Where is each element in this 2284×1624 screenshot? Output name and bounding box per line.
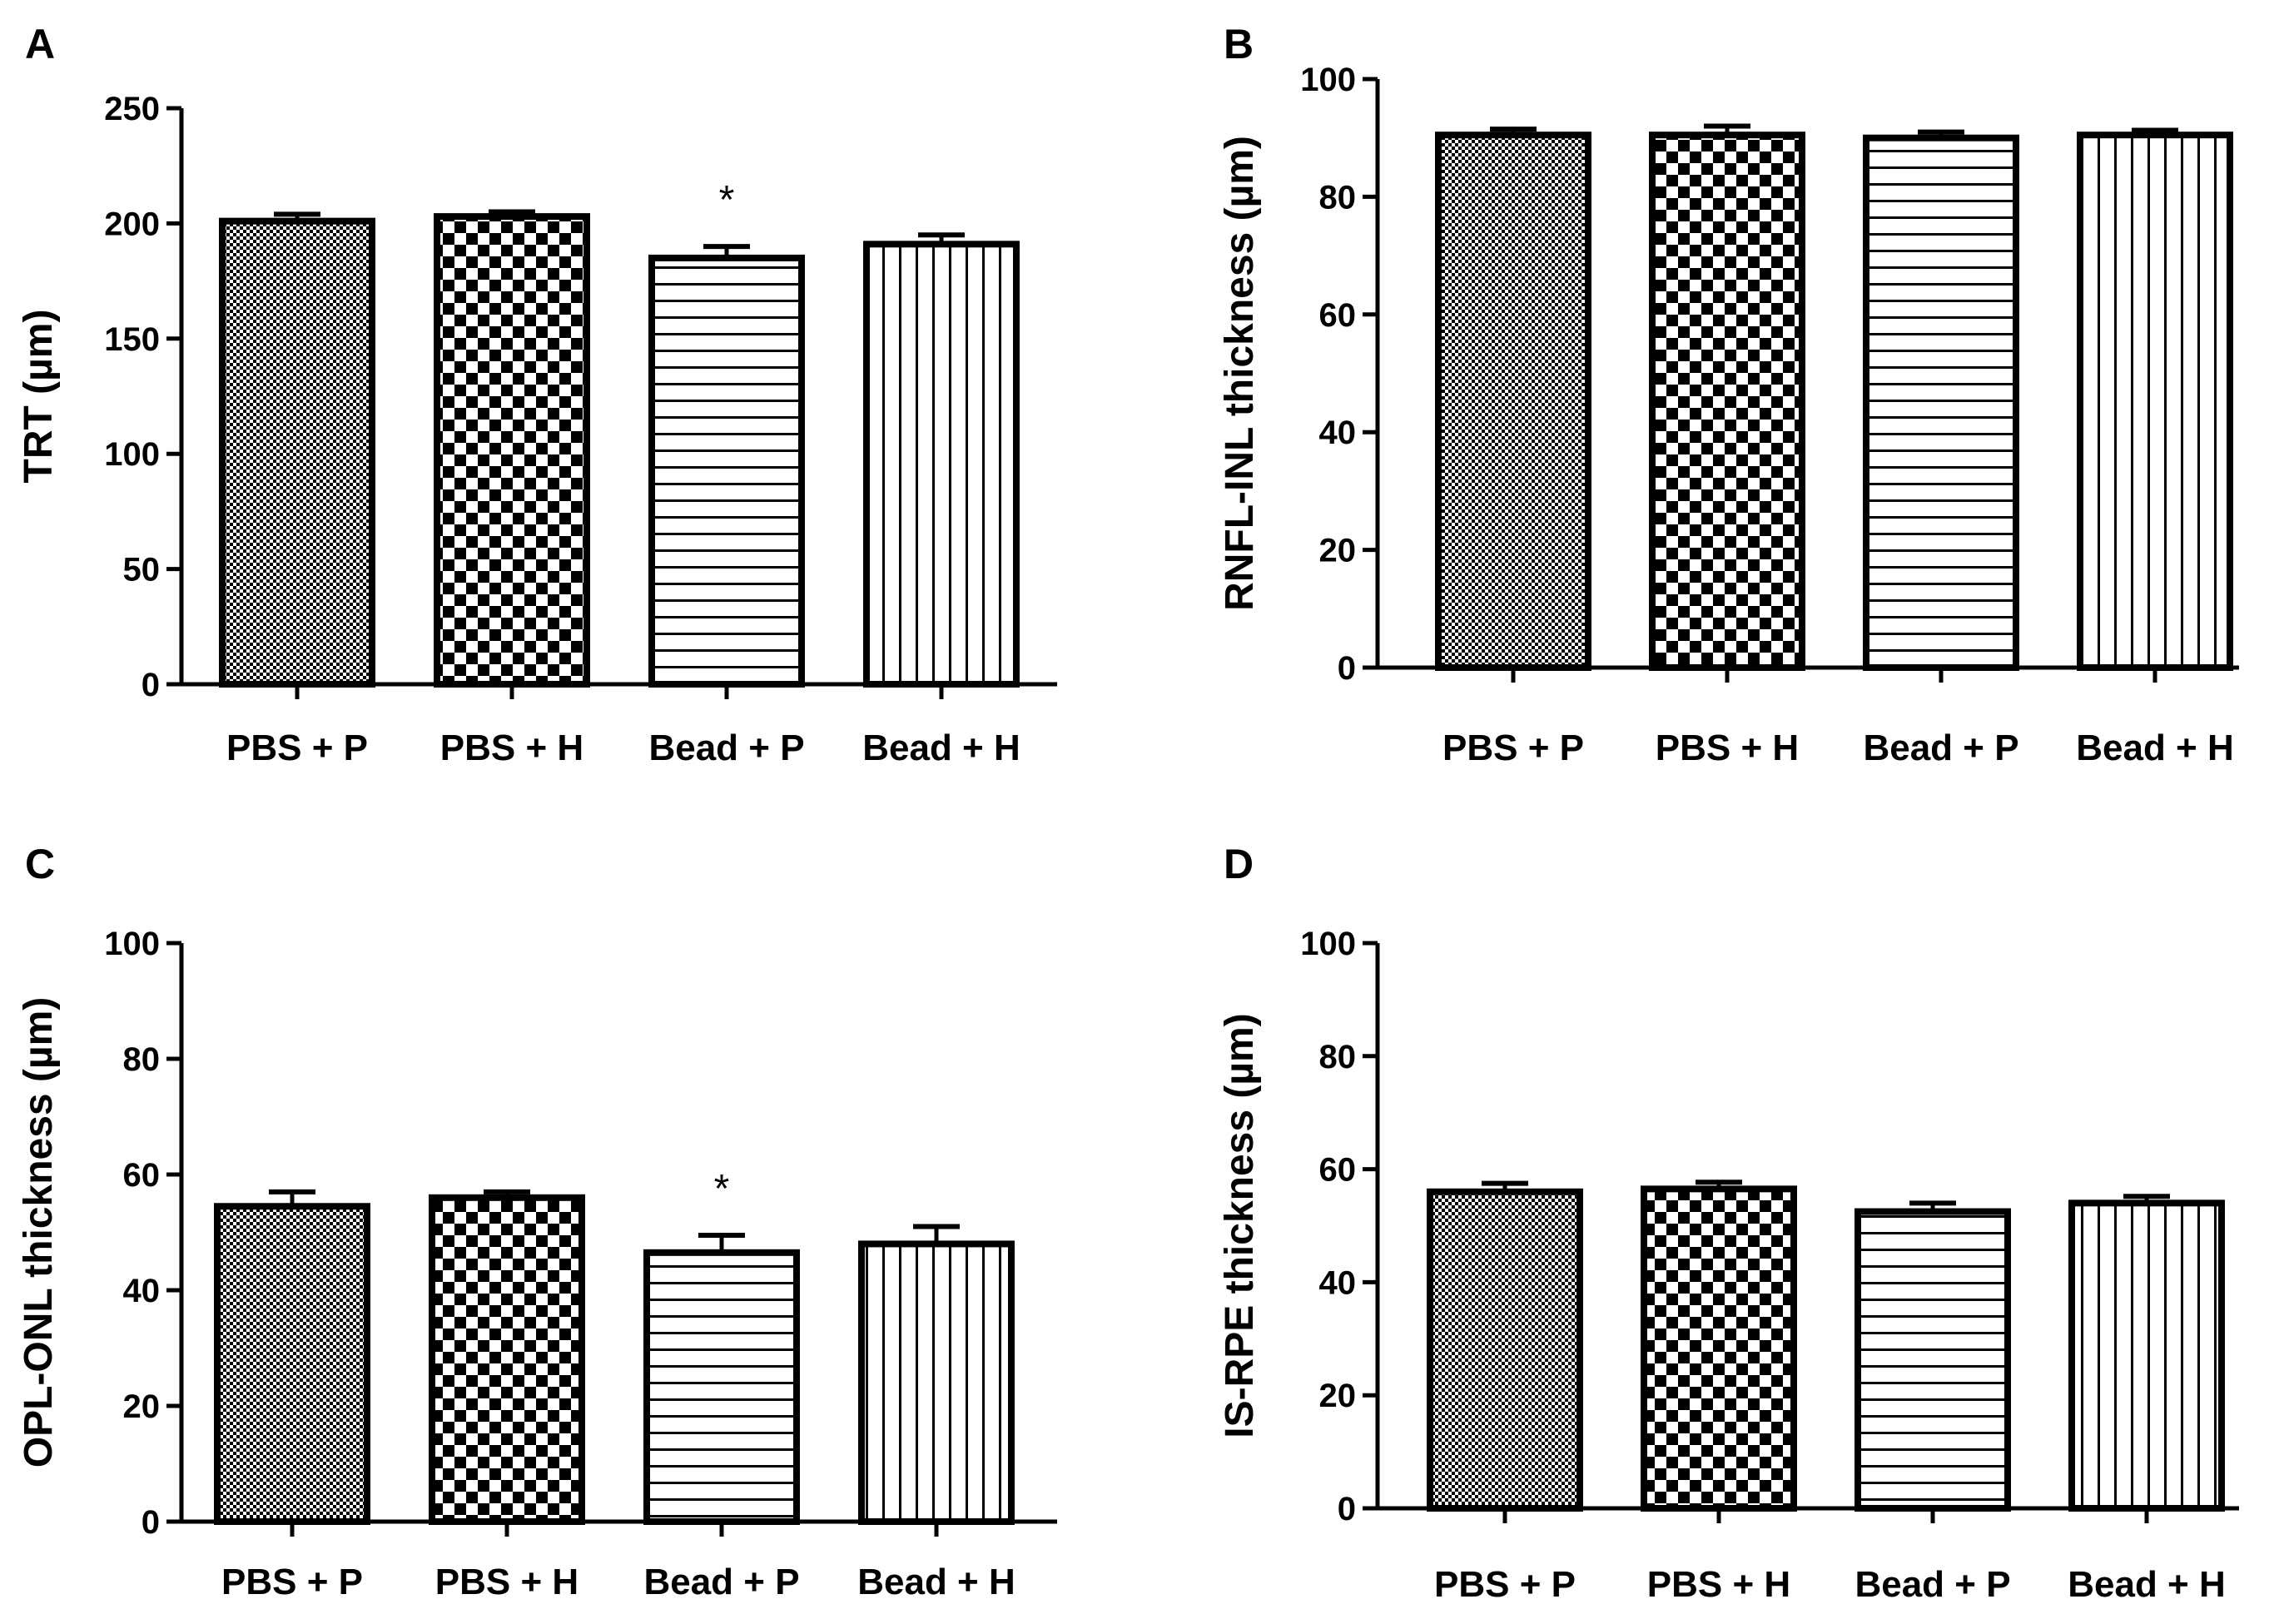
panel-letter: C: [25, 841, 55, 887]
y-tick-label: 250: [104, 91, 160, 127]
x-category-label: PBS + H: [435, 1562, 578, 1602]
y-tick-label: 60: [1319, 297, 1357, 334]
bar-bead-h: [2068, 1199, 2225, 1512]
x-category-label: PBS + H: [440, 728, 583, 768]
bar-bead-h: [2077, 132, 2233, 672]
y-tick-label: 100: [1300, 62, 1356, 98]
y-tick-label: 60: [123, 1157, 161, 1194]
y-tick-label: 0: [142, 1504, 160, 1541]
y-tick-label: 0: [1338, 1491, 1356, 1527]
y-axis-label: RNFL-INL thickness (µm): [1218, 136, 1262, 611]
y-axis-label: OPL-ONL thickness (µm): [17, 997, 61, 1468]
x-category-label: PBS + P: [1434, 1564, 1576, 1605]
x-category-label: Bead + H: [2068, 1564, 2226, 1605]
y-tick-label: 20: [1319, 1378, 1357, 1414]
x-category-label: Bead + P: [648, 728, 804, 768]
bar-pbs-p: [1427, 1188, 1583, 1512]
y-tick-label: 40: [123, 1273, 161, 1309]
x-category-label: Bead + H: [2076, 728, 2234, 768]
bar-bead-p: [643, 1249, 800, 1525]
chart-panel-a: A TRT (µm) 0 50 100 150 200 250 PBS + P PBS + H * B…: [17, 21, 1057, 768]
y-tick-label: 100: [104, 926, 160, 962]
y-tick-label: 0: [1338, 650, 1356, 687]
x-category-label: PBS + P: [226, 728, 368, 768]
bar-bead-p: [648, 254, 805, 688]
bar-bead-p: [1863, 134, 2019, 671]
y-tick-label: 60: [1319, 1152, 1357, 1189]
bar-pbs-p: [1435, 132, 1591, 672]
bar-pbs-h: [434, 213, 590, 688]
chart-panel-d: D IS-RPE thickness (µm) 0 20 40 60 80 100 PBS + …: [1218, 841, 2239, 1605]
bar-pbs-h: [1641, 1185, 1797, 1512]
bar-bead-p: [1855, 1208, 2011, 1512]
bar-bead-h: [863, 241, 1020, 688]
x-category-label: PBS + H: [1647, 1564, 1790, 1605]
bar-bead-h: [858, 1240, 1015, 1526]
x-category-label: PBS + H: [1656, 728, 1799, 768]
x-category-label: Bead + P: [1855, 1564, 2010, 1605]
bar-pbs-p: [219, 217, 375, 688]
y-tick-label: 50: [123, 552, 161, 589]
x-category-label: Bead + H: [862, 728, 1020, 768]
x-category-label: Bead + H: [857, 1562, 1015, 1602]
x-category-label: Bead + P: [643, 1562, 799, 1602]
bar-pbs-p: [214, 1203, 370, 1525]
significance-marker: *: [719, 178, 735, 222]
x-category-label: PBS + P: [1442, 728, 1584, 768]
bar-pbs-h: [1649, 132, 1805, 672]
x-category-label: PBS + P: [221, 1562, 363, 1602]
y-tick-label: 20: [1319, 533, 1357, 569]
y-tick-label: 100: [104, 436, 160, 473]
y-axis-label: TRT (µm): [17, 310, 61, 484]
panel-letter: D: [1224, 841, 1254, 887]
y-tick-label: 40: [1319, 415, 1357, 451]
y-tick-label: 80: [123, 1041, 161, 1078]
y-tick-label: 80: [1319, 1039, 1357, 1075]
panel-letter: A: [25, 21, 55, 67]
chart-panel-c: C OPL-ONL thickness (µm) 0 20 40 60 80 100 PBS +…: [17, 841, 1057, 1602]
y-tick-label: 40: [1319, 1264, 1357, 1301]
y-axis-label: IS-RPE thickness (µm): [1218, 1013, 1262, 1438]
panel-letter: B: [1224, 21, 1254, 67]
y-tick-label: 100: [1300, 926, 1356, 962]
bar-pbs-h: [429, 1194, 585, 1526]
y-tick-label: 200: [104, 206, 160, 242]
y-tick-label: 20: [123, 1388, 161, 1425]
significance-marker: *: [714, 1167, 730, 1211]
y-tick-label: 80: [1319, 179, 1357, 216]
x-category-label: Bead + P: [1863, 728, 2018, 768]
chart-panel-b: B RNFL-INL thickness (µm) 0 20 40 60 80 100 PBS …: [1218, 21, 2239, 768]
y-tick-label: 0: [142, 667, 160, 703]
y-tick-label: 150: [104, 321, 160, 358]
